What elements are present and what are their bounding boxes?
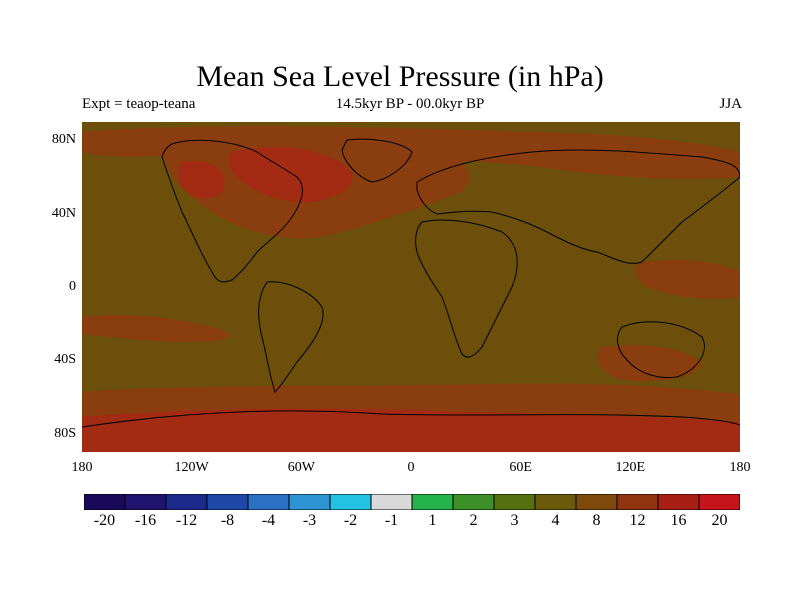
x-tick-label: 180 <box>729 460 751 475</box>
field-north-pacific-patch <box>635 260 740 299</box>
coast-antarctica <box>82 410 740 428</box>
colorbar-label: -2 <box>343 512 358 529</box>
colorbar-label: 20 <box>711 512 728 529</box>
period-label: 14.5kyr BP - 00.0kyr BP <box>335 96 485 112</box>
coast-australia <box>616 321 705 379</box>
colorbar-swatch <box>411 494 454 510</box>
colorbar-label: -4 <box>261 512 276 529</box>
field-canada-core <box>178 161 225 199</box>
x-tick-label: 0 <box>407 460 415 475</box>
colorbar-label: 1 <box>428 512 437 529</box>
colorbar-label: 12 <box>629 512 646 529</box>
coastlines <box>82 138 740 428</box>
colorbar-swatch <box>493 494 536 510</box>
map-plot-area <box>82 122 740 452</box>
coast-greenland <box>341 138 413 183</box>
colorbar-label: -8 <box>220 512 235 529</box>
colorbar-swatch <box>165 494 208 510</box>
colorbar-swatch <box>698 494 740 510</box>
colorbar-label: 16 <box>670 512 687 529</box>
colorbar-swatch <box>329 494 372 510</box>
colorbar-label: -12 <box>175 512 198 529</box>
colorbar-swatch <box>84 494 126 510</box>
colorbar-label: 8 <box>592 512 601 529</box>
x-tick-label: 60E <box>509 460 532 475</box>
y-tick-label: 40N <box>51 205 76 221</box>
coast-south-america <box>258 281 324 393</box>
field-arctic-band <box>82 126 740 179</box>
colorbar-swatch <box>575 494 618 510</box>
colorbar-swatch <box>534 494 577 510</box>
colorbar-label: -3 <box>302 512 317 529</box>
colorbar-label: 3 <box>510 512 519 529</box>
x-tick-label: 180 <box>71 460 93 475</box>
colorbar-label: 4 <box>551 512 560 529</box>
y-tick-label: 80S <box>54 425 76 441</box>
colorbar-label: 2 <box>469 512 478 529</box>
coast-africa <box>415 219 518 358</box>
colorbar-swatch <box>206 494 249 510</box>
colorbar-swatch <box>124 494 167 510</box>
x-tick-label: 60W <box>287 460 315 475</box>
field-pacific-tongue <box>82 315 230 342</box>
coast-eurasia <box>416 149 740 264</box>
chart-title: Mean Sea Level Pressure (in hPa) <box>196 60 604 93</box>
field-greenland-core <box>228 147 353 203</box>
x-tick-label: 120W <box>174 460 209 475</box>
colorbar-swatch <box>370 494 413 510</box>
map-svg <box>82 122 740 452</box>
y-tick-label: 80N <box>51 132 76 148</box>
colorbar-swatch <box>616 494 659 510</box>
colorbar-label: -16 <box>134 512 157 529</box>
experiment-label: Expt = teaop-teana <box>82 96 196 112</box>
colorbar-label: -1 <box>384 512 399 529</box>
field-indian-ocean-patch <box>597 345 702 382</box>
colorbar-swatch <box>247 494 290 510</box>
field-antarctic-core <box>82 408 740 452</box>
coast-north-america <box>161 139 303 283</box>
x-tick-label: 120E <box>615 460 646 475</box>
colorbar-swatch <box>657 494 700 510</box>
y-tick-label: 40S <box>54 352 76 368</box>
colorbar-swatch <box>452 494 495 510</box>
colorbar-swatch <box>288 494 331 510</box>
season-label: JJA <box>719 96 742 112</box>
y-tick-label: 0 <box>69 279 76 294</box>
colorbar <box>84 494 740 510</box>
colorbar-label: -20 <box>93 512 116 529</box>
